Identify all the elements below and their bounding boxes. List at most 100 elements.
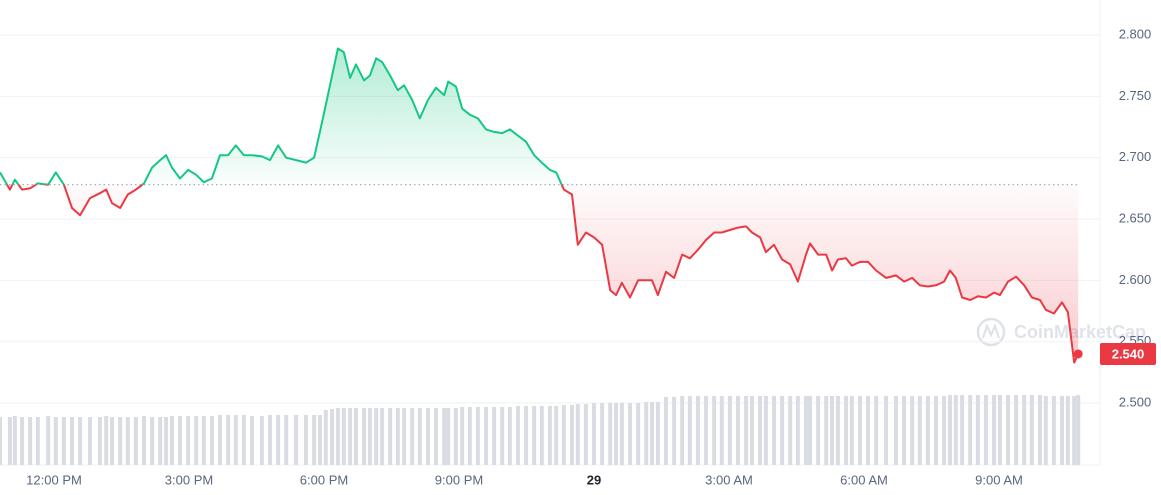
current-price-label: 2.540 xyxy=(1112,346,1145,361)
volume-bar xyxy=(795,396,800,465)
volume-bar xyxy=(97,417,102,465)
volume-bar xyxy=(46,416,51,465)
y-tick-label: 2.600 xyxy=(1119,272,1152,287)
volume-bar xyxy=(788,396,793,465)
volume-bar xyxy=(467,407,472,465)
volume-bar xyxy=(335,408,340,465)
volume-bar xyxy=(835,396,840,465)
volume-bar xyxy=(104,416,109,465)
volume-bar xyxy=(636,403,641,465)
volume-bar xyxy=(425,408,430,465)
volume-bar xyxy=(1014,395,1019,465)
volume-bar xyxy=(460,407,465,465)
volume-bar xyxy=(402,408,407,465)
volume-bar xyxy=(434,408,439,465)
volume-bar xyxy=(719,396,724,465)
volume-bar xyxy=(866,396,871,465)
volume-bar xyxy=(374,408,379,465)
volume-bar xyxy=(628,403,632,465)
volume-bar xyxy=(934,396,938,465)
volume-bar xyxy=(388,408,393,465)
volume-bar xyxy=(736,396,740,465)
volume-bar xyxy=(614,403,619,465)
y-tick-label: 2.700 xyxy=(1119,149,1152,164)
volume-bar xyxy=(917,396,922,465)
volume-bar xyxy=(600,403,605,465)
volume-bar xyxy=(294,415,299,465)
volume-bar xyxy=(997,395,1002,465)
volume-bar xyxy=(884,396,889,465)
y-tick-label: 2.800 xyxy=(1119,26,1152,41)
volume-bar xyxy=(367,408,372,465)
volume-bar xyxy=(874,396,879,465)
volume-bar xyxy=(133,417,138,465)
x-tick-label: 9:00 AM xyxy=(975,472,1023,487)
volume-bar xyxy=(317,415,322,465)
volume-bar xyxy=(857,396,862,465)
y-tick-label: 2.650 xyxy=(1119,210,1152,225)
x-tick-label: 29 xyxy=(587,472,601,487)
volume-bar xyxy=(592,403,596,465)
volume-bar xyxy=(201,416,206,465)
volume-bar xyxy=(304,415,308,465)
volume-bar xyxy=(492,407,497,465)
x-tick-label: 3:00 PM xyxy=(165,472,213,487)
volume-bar xyxy=(1060,396,1064,465)
volume-bar xyxy=(608,403,613,465)
volume-bar xyxy=(268,415,272,465)
volume-bar xyxy=(763,396,768,465)
volume-bar xyxy=(902,396,907,465)
volume-bar xyxy=(312,415,317,465)
volume-bar xyxy=(744,396,749,465)
volume-bar xyxy=(218,415,223,465)
volume-bar xyxy=(150,417,155,465)
volume-bar xyxy=(442,408,447,465)
volume-bar xyxy=(507,407,512,465)
x-tick-label: 12:00 PM xyxy=(26,472,82,487)
volume-bar xyxy=(7,417,12,465)
x-tick-label: 6:00 PM xyxy=(300,472,348,487)
volume-bar xyxy=(1029,395,1034,465)
volume-bar xyxy=(1076,395,1081,465)
volume-bar xyxy=(158,417,163,465)
volume-bar xyxy=(712,396,717,465)
volume-bar xyxy=(417,408,422,465)
volume-bar xyxy=(28,417,33,465)
volume-bar xyxy=(910,396,915,465)
volume-bar xyxy=(619,403,624,465)
volume-bar xyxy=(453,408,458,465)
volume-bar xyxy=(808,396,812,465)
volume-bar xyxy=(780,396,785,465)
volume-bar xyxy=(284,415,289,465)
y-tick-label: 2.750 xyxy=(1119,88,1152,103)
volume-bar xyxy=(1043,396,1048,465)
volume-bar xyxy=(650,402,655,465)
volume-bar xyxy=(925,396,930,465)
volume-bar xyxy=(524,406,529,465)
volume-bar xyxy=(1065,396,1070,465)
volume-bar xyxy=(78,417,83,465)
volume-bar xyxy=(330,409,335,465)
volume-bar xyxy=(849,396,854,465)
volume-bar xyxy=(953,395,958,465)
volume-bar xyxy=(233,415,238,465)
volume-bar xyxy=(515,406,520,465)
volume-bar xyxy=(259,416,264,465)
volume-bar xyxy=(803,396,808,465)
volume-bar xyxy=(569,405,574,465)
volume-bar xyxy=(983,395,988,465)
volume-bar xyxy=(704,396,709,465)
volume-bar xyxy=(35,417,40,465)
volume-bar xyxy=(20,417,25,465)
price-line-down xyxy=(5,184,1080,364)
volume-bar xyxy=(276,415,281,465)
volume-bar xyxy=(341,408,346,465)
volume-bar xyxy=(758,396,763,465)
volume-bar xyxy=(348,408,353,465)
volume-bar xyxy=(664,397,668,465)
price-line-up xyxy=(0,47,563,185)
volume-bar xyxy=(186,416,191,465)
volume-bar xyxy=(539,406,544,465)
watermark-text: CoinMarketCap xyxy=(1014,322,1146,342)
volume-bar xyxy=(816,396,821,465)
